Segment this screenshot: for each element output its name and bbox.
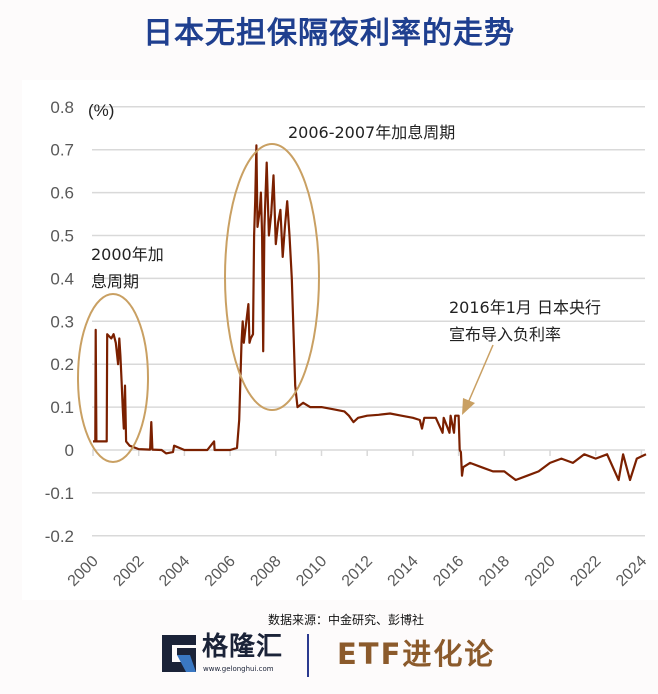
x-tick-label: 2018 xyxy=(476,553,513,590)
x-tick-label: 2020 xyxy=(522,553,559,590)
annotation-2000-line2: 息周期 xyxy=(91,272,139,291)
y-axis-ticks: 0.8 0.7 0.6 0.5 0.4 0.3 0.2 0.1 0 -0.1 -0.2 xyxy=(45,98,74,546)
rate-series-line xyxy=(93,144,647,482)
page-title: 日本无担保隔夜利率的走势 xyxy=(143,16,515,51)
x-tick-label: 2016 xyxy=(430,553,467,590)
y-tick-label: -0.1 xyxy=(45,484,74,503)
annotation-ellipse-2006 xyxy=(224,143,320,411)
x-tick-label: 2014 xyxy=(385,553,422,590)
y-axis-unit-label: (%) xyxy=(88,101,114,120)
partner-brand: ETF进化论 xyxy=(337,637,496,671)
x-tick-label: 2002 xyxy=(110,553,147,590)
gelonghui-logo-icon xyxy=(162,635,198,672)
x-tick-label: 2008 xyxy=(247,553,284,590)
x-tick-label: 2024 xyxy=(613,553,650,590)
y-tick-label: 0.1 xyxy=(50,398,74,417)
chart-panel xyxy=(22,80,658,600)
y-tick-label: 0.6 xyxy=(50,184,74,203)
y-tick-label: 0 xyxy=(65,441,74,460)
x-tick-label: 2022 xyxy=(567,553,604,590)
y-tick-label: 0.8 xyxy=(50,98,74,117)
y-tick-label: 0.7 xyxy=(50,141,74,160)
x-tick-label: 2004 xyxy=(156,553,193,590)
annotation-2000-line1: 2000年加 xyxy=(91,245,164,264)
annotation-2016-line2: 宣布导入负利率 xyxy=(449,325,561,344)
y-tick-label: -0.2 xyxy=(45,527,74,546)
y-tick-label: 0.4 xyxy=(50,269,74,288)
brand-name: 格隆汇 xyxy=(202,632,284,662)
x-tick-label: 2000 xyxy=(65,553,102,590)
annotation-ellipse-2000 xyxy=(77,293,149,463)
interest-rate-chart: 0.80.70.60.50.40.30.20.10-0.1-0.2 2000 20… xyxy=(45,98,651,590)
annotation-2016-line1: 2016年1月 日本央行 xyxy=(449,298,601,317)
annotation-2006: 2006-2007年加息周期 xyxy=(288,123,455,142)
x-tick-label: 2010 xyxy=(293,553,330,590)
footer-divider xyxy=(307,634,309,677)
x-tick-label: 2006 xyxy=(202,553,239,590)
annotation-arrow xyxy=(462,344,494,415)
series-line-group xyxy=(93,144,647,482)
x-axis-ticks: 2000 2002 2004 2006 2008 2010 2012 2014 2016 2018… xyxy=(65,450,650,590)
brand-url: www.gelonghui.com xyxy=(203,665,274,673)
y-tick-label: 0.5 xyxy=(50,227,74,246)
y-tick-label: 0.2 xyxy=(50,355,74,374)
y-tick-label: 0.3 xyxy=(50,312,74,331)
gridlines xyxy=(92,106,645,537)
x-tick-label: 2012 xyxy=(339,553,376,590)
data-source: 数据来源：中金研究、彭博社 xyxy=(267,613,424,627)
